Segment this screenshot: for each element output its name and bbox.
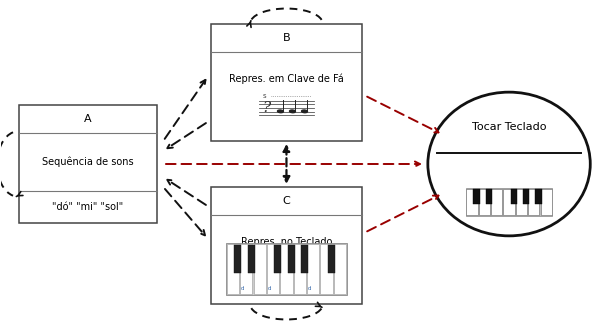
- Bar: [334, 244, 346, 294]
- Bar: [280, 244, 292, 294]
- Bar: [328, 245, 335, 273]
- Bar: [535, 189, 541, 204]
- Ellipse shape: [428, 92, 590, 236]
- Text: C: C: [283, 196, 290, 206]
- Bar: [240, 244, 253, 294]
- Text: s: s: [262, 93, 266, 99]
- Bar: [294, 244, 306, 294]
- Bar: [211, 187, 362, 304]
- Text: B: B: [283, 33, 290, 43]
- Bar: [226, 243, 347, 295]
- Text: d: d: [241, 286, 244, 291]
- Bar: [307, 244, 319, 294]
- Text: Tocar Teclado: Tocar Teclado: [472, 122, 546, 132]
- Bar: [320, 244, 333, 294]
- Bar: [211, 24, 362, 141]
- Bar: [541, 189, 552, 215]
- Text: Sequência de sons: Sequência de sons: [42, 157, 134, 168]
- Text: ?: ?: [262, 101, 271, 115]
- Text: "dó" "mi" "sol": "dó" "mi" "sol": [52, 202, 124, 212]
- Ellipse shape: [277, 110, 283, 113]
- Text: Repres. no Teclado: Repres. no Teclado: [241, 237, 332, 247]
- Bar: [19, 105, 157, 223]
- Bar: [523, 189, 529, 204]
- Bar: [516, 189, 527, 215]
- Text: d: d: [267, 286, 271, 291]
- Text: d: d: [308, 286, 311, 291]
- Bar: [491, 189, 502, 215]
- Text: Repres. em Clave de Fá: Repres. em Clave de Fá: [229, 73, 344, 84]
- Bar: [254, 244, 266, 294]
- Bar: [473, 189, 480, 204]
- Bar: [528, 189, 540, 215]
- Bar: [274, 245, 282, 273]
- Bar: [466, 189, 478, 215]
- Bar: [227, 244, 239, 294]
- Text: A: A: [84, 114, 92, 124]
- Bar: [301, 245, 308, 273]
- Bar: [288, 245, 295, 273]
- Bar: [248, 245, 254, 273]
- Bar: [504, 189, 514, 215]
- Bar: [267, 244, 279, 294]
- Bar: [466, 188, 552, 216]
- Bar: [486, 189, 492, 204]
- Ellipse shape: [302, 110, 308, 113]
- Bar: [511, 189, 517, 204]
- Bar: [479, 189, 490, 215]
- Ellipse shape: [289, 110, 295, 113]
- Bar: [235, 245, 241, 273]
